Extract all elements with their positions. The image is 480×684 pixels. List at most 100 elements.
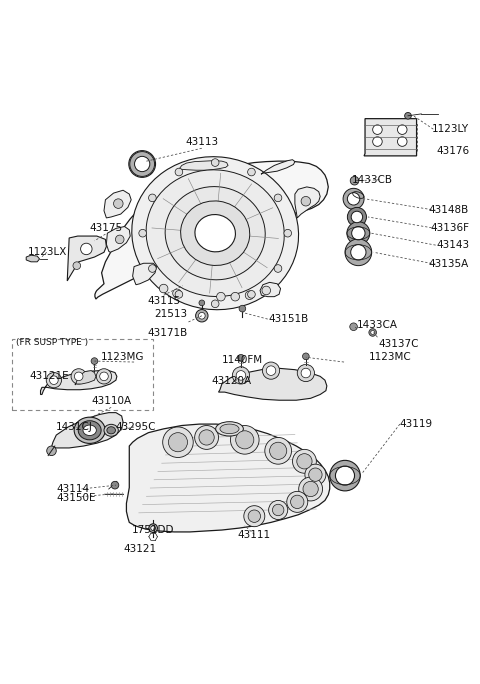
Circle shape xyxy=(369,328,376,337)
Text: 43137C: 43137C xyxy=(378,339,419,349)
Circle shape xyxy=(284,229,291,237)
Ellipse shape xyxy=(216,422,243,436)
Circle shape xyxy=(348,207,366,226)
Polygon shape xyxy=(40,371,117,395)
Ellipse shape xyxy=(149,524,157,532)
Circle shape xyxy=(173,289,181,298)
Circle shape xyxy=(231,292,240,301)
Circle shape xyxy=(301,368,311,378)
Text: 43135A: 43135A xyxy=(429,259,469,269)
Text: 43176: 43176 xyxy=(436,146,469,156)
Polygon shape xyxy=(95,161,328,299)
Circle shape xyxy=(397,137,407,146)
Circle shape xyxy=(372,137,382,146)
Text: 43121E: 43121E xyxy=(29,371,69,382)
Circle shape xyxy=(46,373,61,388)
Circle shape xyxy=(405,112,411,119)
Text: 43171B: 43171B xyxy=(147,328,188,338)
Circle shape xyxy=(248,510,261,523)
Polygon shape xyxy=(364,118,417,156)
Circle shape xyxy=(195,425,218,449)
Ellipse shape xyxy=(107,427,116,434)
Circle shape xyxy=(302,353,309,360)
Text: 1431CJ: 1431CJ xyxy=(56,422,93,432)
Circle shape xyxy=(292,449,316,473)
Circle shape xyxy=(232,367,250,384)
Circle shape xyxy=(49,376,58,384)
Circle shape xyxy=(343,188,364,209)
Circle shape xyxy=(216,292,225,301)
Circle shape xyxy=(71,369,86,384)
Polygon shape xyxy=(104,190,131,218)
Ellipse shape xyxy=(104,424,118,436)
Circle shape xyxy=(230,425,259,454)
Circle shape xyxy=(347,222,370,245)
Circle shape xyxy=(211,159,219,166)
Text: 1433CA: 1433CA xyxy=(357,320,398,330)
Circle shape xyxy=(351,245,366,260)
Text: 43148B: 43148B xyxy=(429,205,469,215)
Circle shape xyxy=(273,504,284,516)
Circle shape xyxy=(244,505,265,527)
Circle shape xyxy=(263,362,280,379)
Circle shape xyxy=(352,226,365,240)
Circle shape xyxy=(199,313,205,319)
Circle shape xyxy=(114,199,123,209)
Text: 43114: 43114 xyxy=(56,484,89,494)
Text: 43111: 43111 xyxy=(238,530,271,540)
Circle shape xyxy=(348,193,360,205)
Circle shape xyxy=(134,157,150,172)
Circle shape xyxy=(159,285,168,293)
Circle shape xyxy=(239,305,246,312)
Text: 1123MC: 1123MC xyxy=(369,352,412,362)
Circle shape xyxy=(238,354,244,361)
Text: 1751DD: 1751DD xyxy=(132,525,174,536)
Circle shape xyxy=(73,262,81,269)
Circle shape xyxy=(116,235,124,244)
Text: 43150E: 43150E xyxy=(56,492,96,503)
Polygon shape xyxy=(67,236,107,281)
Polygon shape xyxy=(75,371,96,385)
Circle shape xyxy=(397,125,407,135)
Circle shape xyxy=(351,211,363,223)
Text: 1123LX: 1123LX xyxy=(28,248,67,257)
Polygon shape xyxy=(218,368,327,400)
Circle shape xyxy=(301,196,311,206)
Circle shape xyxy=(270,443,287,460)
Text: 1433CB: 1433CB xyxy=(352,174,393,185)
Polygon shape xyxy=(126,424,330,532)
Ellipse shape xyxy=(83,425,96,436)
Ellipse shape xyxy=(180,201,250,265)
Circle shape xyxy=(139,229,146,237)
Ellipse shape xyxy=(151,526,156,531)
Circle shape xyxy=(274,194,282,202)
Ellipse shape xyxy=(165,187,265,280)
Ellipse shape xyxy=(74,417,105,443)
Text: 43113: 43113 xyxy=(185,137,218,147)
Circle shape xyxy=(196,310,208,322)
Polygon shape xyxy=(260,282,281,297)
Text: 43121: 43121 xyxy=(123,544,156,554)
Text: 43119: 43119 xyxy=(400,419,433,429)
Circle shape xyxy=(265,438,291,464)
Ellipse shape xyxy=(146,170,284,297)
Text: 43151B: 43151B xyxy=(269,314,309,324)
Circle shape xyxy=(175,168,183,176)
Polygon shape xyxy=(51,412,123,448)
Circle shape xyxy=(269,501,288,520)
Ellipse shape xyxy=(195,215,235,252)
Ellipse shape xyxy=(132,157,299,310)
Circle shape xyxy=(81,244,92,254)
Circle shape xyxy=(91,358,98,365)
Circle shape xyxy=(248,168,255,176)
Circle shape xyxy=(236,431,254,449)
Circle shape xyxy=(74,372,83,381)
Circle shape xyxy=(266,366,276,376)
Polygon shape xyxy=(295,187,320,218)
Circle shape xyxy=(211,300,219,308)
Circle shape xyxy=(262,286,271,295)
Text: 43295C: 43295C xyxy=(116,422,156,432)
Circle shape xyxy=(129,150,156,177)
Circle shape xyxy=(47,446,56,456)
Circle shape xyxy=(175,291,183,298)
